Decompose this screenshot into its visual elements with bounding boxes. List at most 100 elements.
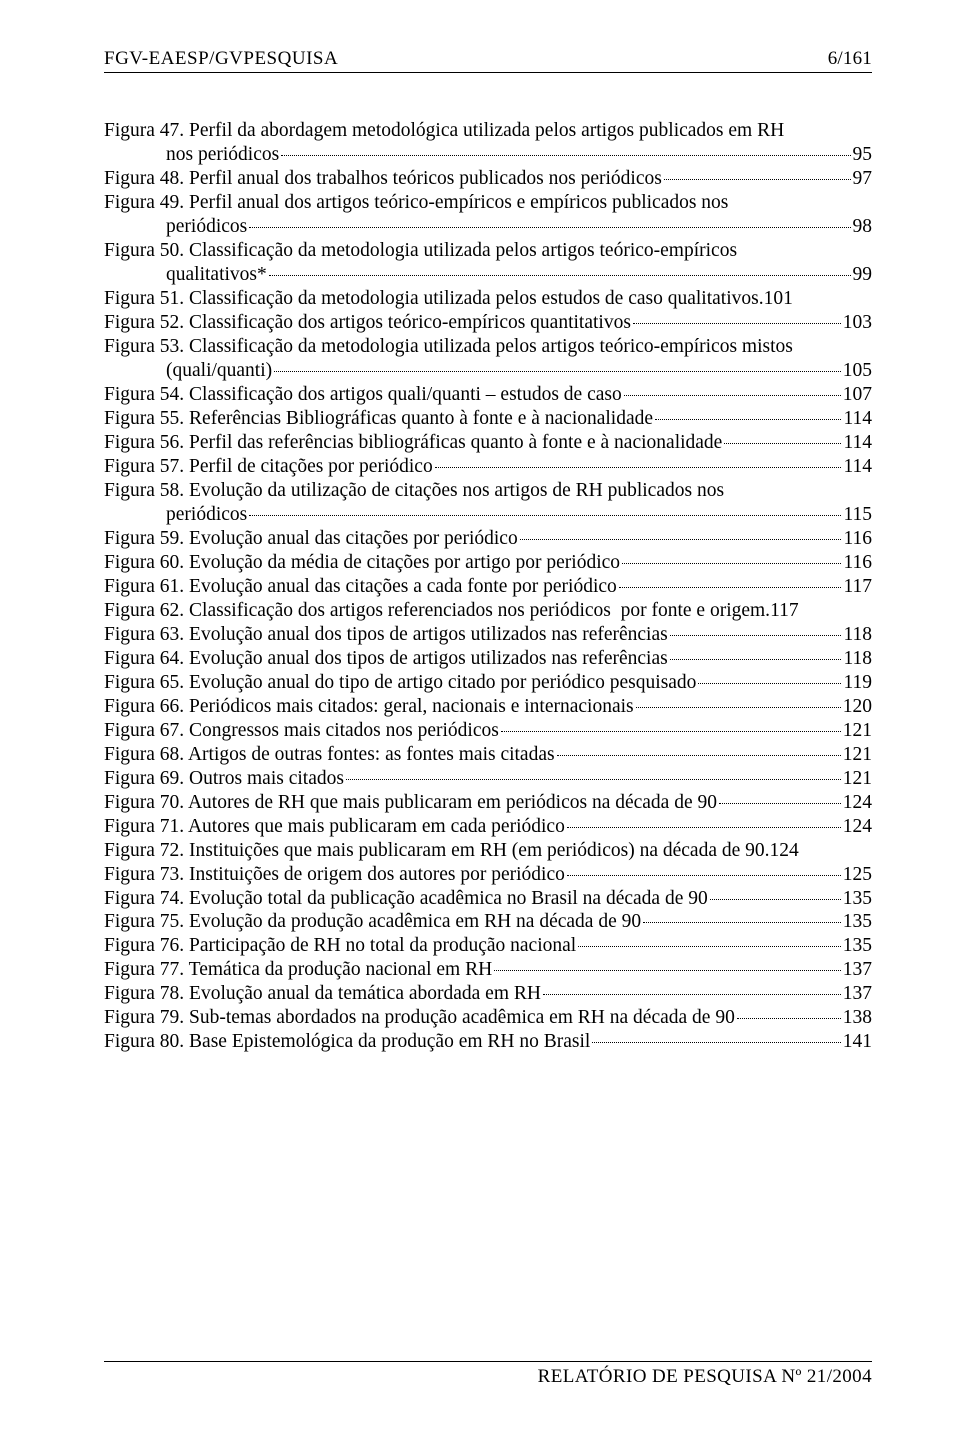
toc-entry-line: Figura 76. Participação de RH no total d… xyxy=(104,934,872,958)
toc-entry-line: Figura 63. Evolução anual dos tipos de a… xyxy=(104,623,872,647)
toc-entry-page: 137 xyxy=(843,958,872,982)
toc-entry-page: 124 xyxy=(770,839,799,863)
toc-entry-text: (quali/quanti) xyxy=(104,359,272,383)
toc-entry-text: Figura 56. Perfil das referências biblio… xyxy=(104,431,722,455)
dot-leader xyxy=(567,875,841,876)
toc-entry-text: Figura 66. Periódicos mais citados: gera… xyxy=(104,695,634,719)
dot-leader xyxy=(724,443,841,444)
toc-entry-line: periódicos115 xyxy=(104,503,872,527)
toc-entry-line: Figura 54. Classificação dos artigos qua… xyxy=(104,383,872,407)
toc-entry-text: Figura 49. Perfil anual dos artigos teór… xyxy=(104,191,728,215)
toc-entry-page: 135 xyxy=(843,887,872,911)
toc-entry-page: 95 xyxy=(853,143,873,167)
toc-entry-line: Figura 57. Perfil de citações por periód… xyxy=(104,455,872,479)
toc-entry-text: Figura 65. Evolução anual do tipo de art… xyxy=(104,671,696,695)
toc-entry-text: Figura 77. Temática da produção nacional… xyxy=(104,958,492,982)
toc-entry-line: Figura 50. Classificação da metodologia … xyxy=(104,239,872,263)
dot-leader xyxy=(710,899,841,900)
toc-entry-page: 114 xyxy=(843,407,872,431)
toc-entry-text: Figura 79. Sub-temas abordados na produç… xyxy=(104,1006,735,1030)
toc-entry-page: 137 xyxy=(843,982,872,1006)
toc-entry-line: Figura 75. Evolução da produção acadêmic… xyxy=(104,910,872,934)
toc-entry-line: Figura 79. Sub-temas abordados na produç… xyxy=(104,1006,872,1030)
dot-leader xyxy=(664,179,851,180)
toc-entry-text: Figura 55. Referências Bibliográficas qu… xyxy=(104,407,653,431)
toc-entry-line: Figura 51. Classificação da metodologia … xyxy=(104,287,872,311)
toc-entry-line: Figura 67. Congressos mais citados nos p… xyxy=(104,719,872,743)
toc-entry-page: 138 xyxy=(843,1006,872,1030)
dot-leader xyxy=(501,731,841,732)
toc-entry-line: Figura 71. Autores que mais publicaram e… xyxy=(104,815,872,839)
toc-entry-page: 107 xyxy=(843,383,872,407)
toc-entry-text: Figura 69. Outros mais citados xyxy=(104,767,344,791)
toc-entry-text: Figura 50. Classificação da metodologia … xyxy=(104,239,737,263)
toc-entry-text: Figura 47. Perfil da abordagem metodológ… xyxy=(104,119,784,143)
toc-entry-line: Figura 80. Base Epistemológica da produç… xyxy=(104,1030,872,1054)
toc-entry-line: Figura 61. Evolução anual das citações a… xyxy=(104,575,872,599)
toc-entry-line: Figura 64. Evolução anual dos tipos de a… xyxy=(104,647,872,671)
toc-entry-page: 125 xyxy=(843,863,872,887)
toc-entry-text: Figura 48. Perfil anual dos trabalhos te… xyxy=(104,167,662,191)
toc-entry-page: 99 xyxy=(853,263,873,287)
toc-entry-text: Figura 62. Classificação dos artigos ref… xyxy=(104,599,770,623)
toc-entry-page: 118 xyxy=(843,623,872,647)
toc-entry-line: Figura 74. Evolução total da publicação … xyxy=(104,887,872,911)
toc-entry-line: qualitativos*99 xyxy=(104,263,872,287)
toc-entry-text: Figura 53. Classificação da metodologia … xyxy=(104,335,793,359)
dot-leader xyxy=(274,371,841,372)
page-footer: RELATÓRIO DE PESQUISA Nº 21/2004 xyxy=(104,1361,872,1388)
toc-entry-line: Figura 48. Perfil anual dos trabalhos te… xyxy=(104,167,872,191)
toc-entry-line: Figura 66. Periódicos mais citados: gera… xyxy=(104,695,872,719)
dot-leader xyxy=(494,970,841,971)
toc-entry-page: 117 xyxy=(843,575,872,599)
toc-entry-page: 116 xyxy=(843,527,872,551)
toc-entry-page: 121 xyxy=(843,719,872,743)
toc-entry-page: 118 xyxy=(843,647,872,671)
toc-entry-text: Figura 57. Perfil de citações por periód… xyxy=(104,455,433,479)
toc-entry-line: Figura 65. Evolução anual do tipo de art… xyxy=(104,671,872,695)
toc-entry-line: Figura 70. Autores de RH que mais public… xyxy=(104,791,872,815)
dot-leader xyxy=(578,946,841,947)
dot-leader xyxy=(670,659,842,660)
dot-leader xyxy=(636,707,841,708)
toc-entry-text: Figura 67. Congressos mais citados nos p… xyxy=(104,719,499,743)
toc-entry-page: 105 xyxy=(843,359,872,383)
dot-leader xyxy=(346,779,841,780)
dot-leader xyxy=(269,275,851,276)
toc-entry-line: Figura 68. Artigos de outras fontes: as … xyxy=(104,743,872,767)
dot-leader xyxy=(737,1018,841,1019)
toc-entry-page: 124 xyxy=(843,791,872,815)
toc-entry-text: Figura 70. Autores de RH que mais public… xyxy=(104,791,717,815)
toc-entry-text: nos periódicos xyxy=(104,143,279,167)
toc-entry-page: 98 xyxy=(853,215,873,239)
toc-entry-line: Figura 52. Classificação dos artigos teó… xyxy=(104,311,872,335)
dot-leader xyxy=(520,539,842,540)
page: FGV-EAESP/GVPESQUISA 6/161 Figura 47. Pe… xyxy=(0,0,960,1436)
toc-entry-line: Figura 78. Evolução anual da temática ab… xyxy=(104,982,872,1006)
toc-entry-line: Figura 59. Evolução anual das citações p… xyxy=(104,527,872,551)
toc-entry-text: Figura 58. Evolução da utilização de cit… xyxy=(104,479,724,503)
toc-entry-line: Figura 56. Perfil das referências biblio… xyxy=(104,431,872,455)
toc-entry-text: Figura 54. Classificação dos artigos qua… xyxy=(104,383,622,407)
toc-entry-page: 103 xyxy=(843,311,872,335)
toc-entry-line: Figura 73. Instituições de origem dos au… xyxy=(104,863,872,887)
toc-entry-page: 117 xyxy=(770,599,799,623)
toc-entry-line: Figura 62. Classificação dos artigos ref… xyxy=(104,599,872,623)
dot-leader xyxy=(619,587,842,588)
dot-leader xyxy=(543,994,841,995)
toc-entry-text: Figura 78. Evolução anual da temática ab… xyxy=(104,982,541,1006)
toc-entry-text: Figura 60. Evolução da média de citações… xyxy=(104,551,620,575)
toc-entry-page: 124 xyxy=(843,815,872,839)
toc-entry-text: Figura 68. Artigos de outras fontes: as … xyxy=(104,743,555,767)
toc-entry-page: 135 xyxy=(843,910,872,934)
toc-entry-text: Figura 59. Evolução anual das citações p… xyxy=(104,527,518,551)
toc-entry-text: Figura 75. Evolução da produção acadêmic… xyxy=(104,910,641,934)
toc-entry-text: Figura 74. Evolução total da publicação … xyxy=(104,887,708,911)
toc-entry-page: 114 xyxy=(843,431,872,455)
toc-entry-page: 97 xyxy=(853,167,873,191)
dot-leader xyxy=(655,419,841,420)
toc-entry-line: Figura 55. Referências Bibliográficas qu… xyxy=(104,407,872,431)
toc-entry-text: Figura 73. Instituições de origem dos au… xyxy=(104,863,565,887)
toc-entry-text: Figura 61. Evolução anual das citações a… xyxy=(104,575,617,599)
toc-entry-text: Figura 52. Classificação dos artigos teó… xyxy=(104,311,631,335)
